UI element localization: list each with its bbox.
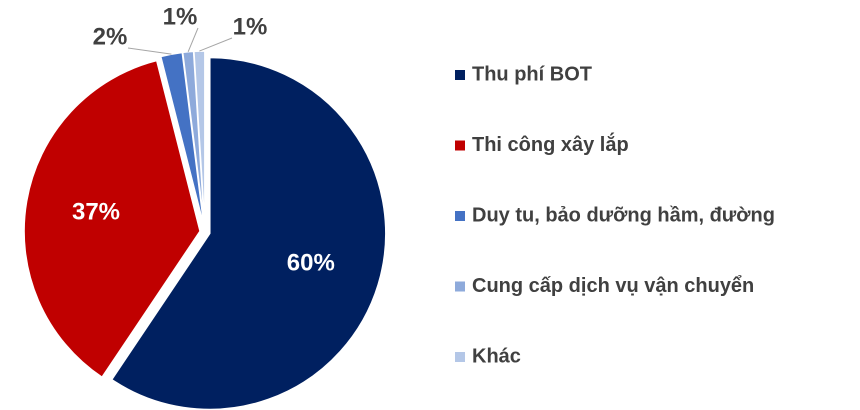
data-label: 2% — [93, 23, 128, 50]
legend-label: Duy tu, bảo dưỡng hầm, đường — [472, 204, 775, 226]
data-label: 1% — [163, 3, 198, 30]
data-label: 1% — [233, 13, 268, 40]
pie-slice — [193, 50, 206, 228]
legend-swatch — [455, 281, 465, 292]
legend-swatch — [455, 211, 465, 221]
data-label: 60% — [287, 250, 335, 277]
pie-slice — [23, 59, 201, 379]
legend-swatch — [455, 140, 465, 151]
legend-label: Khác — [472, 345, 521, 367]
legend-swatch — [455, 70, 465, 80]
leader-line — [199, 37, 233, 52]
leader-line — [127, 47, 172, 55]
pie-slice — [110, 56, 387, 410]
legend-label: Thi công xây lắp — [472, 132, 629, 156]
leader-line — [187, 27, 199, 52]
legend-swatch — [455, 352, 465, 362]
data-label: 37% — [72, 199, 120, 226]
legend-label: Thu phí BOT — [472, 63, 592, 85]
legend-label: Cung cấp dịch vụ vận chuyển — [472, 275, 754, 297]
